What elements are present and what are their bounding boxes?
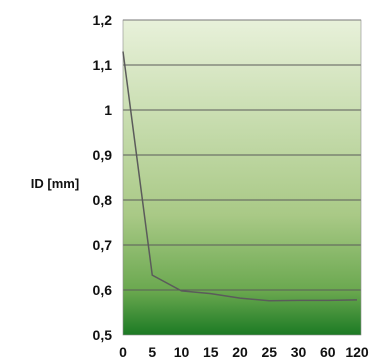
- plot-area: [123, 20, 361, 335]
- x-tick-label: 5: [148, 344, 156, 360]
- y-tick-label: 0,8: [93, 192, 113, 208]
- y-axis-title: ID [mm]: [31, 176, 79, 191]
- y-tick-label: 1,1: [93, 57, 113, 73]
- y-tick-label: 1,2: [93, 12, 113, 28]
- x-tick-label: 10: [174, 344, 190, 360]
- x-tick-label: 60: [320, 344, 336, 360]
- y-tick-label: 0,6: [93, 282, 113, 298]
- series-line: [122, 51, 358, 302]
- plot-border: [122, 19, 362, 336]
- y-tick-label: 0,5: [93, 327, 113, 343]
- x-tick-label: 25: [261, 344, 277, 360]
- y-tick-label: 0,7: [93, 237, 113, 253]
- x-axis-ticks: 0 5 10 15 20 25 30 60 120: [119, 344, 369, 360]
- series-layer: [122, 51, 358, 302]
- x-tick-label: 0: [119, 344, 127, 360]
- x-tick-label: 20: [232, 344, 248, 360]
- y-axis-ticks: 0,5 0,6 0,7 0,8 0,9 1 1,1 1,2: [93, 12, 113, 343]
- x-tick-label: 15: [203, 344, 219, 360]
- y-tick-label: 0,9: [93, 147, 113, 163]
- x-tick-label: 120: [345, 344, 369, 360]
- x-tick-label: 30: [291, 344, 307, 360]
- y-tick-label: 1: [104, 102, 112, 118]
